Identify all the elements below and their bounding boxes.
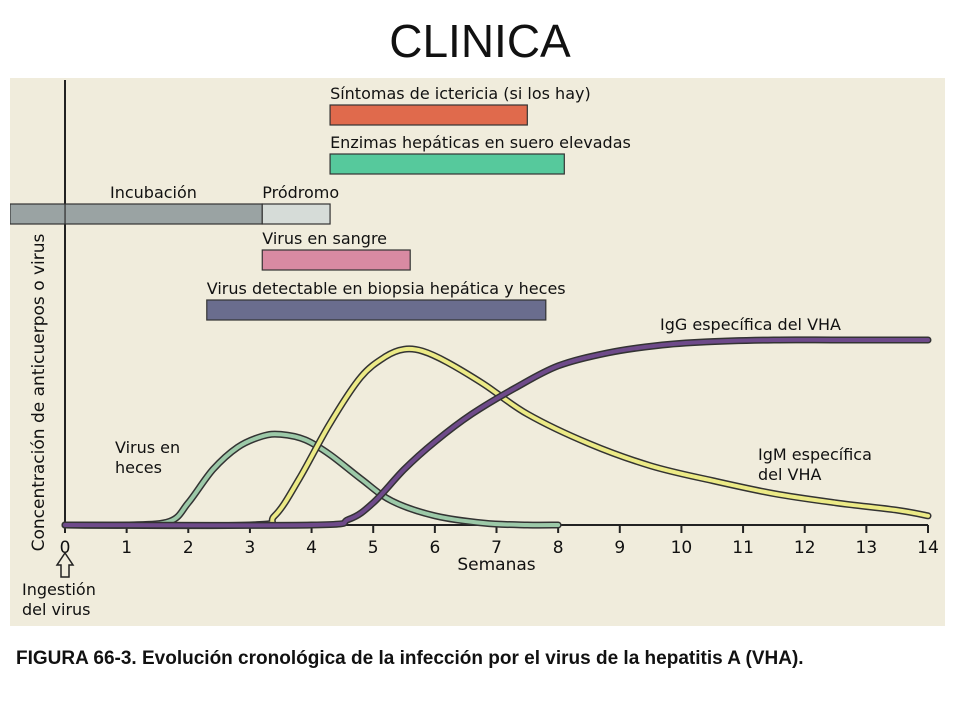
x-tick-label: 1 xyxy=(121,538,132,558)
x-tick-label: 6 xyxy=(429,538,440,558)
period-label: Virus detectable en biopsia hepática y h… xyxy=(207,279,566,298)
x-tick-label: 9 xyxy=(614,538,625,558)
label-igm: IgM específica del VHA xyxy=(758,445,872,484)
period-label: Incubación xyxy=(110,183,197,202)
period-bar xyxy=(10,203,66,225)
y-axis-label: Concentración de anticuerpos o virus xyxy=(29,233,49,551)
series-labels: Virus en heces IgM específica del VHA IgG es… xyxy=(115,315,872,484)
period-bar xyxy=(206,299,547,321)
period-bar xyxy=(261,249,411,271)
period-bar xyxy=(64,203,263,225)
x-tick-label: 10 xyxy=(671,538,693,558)
series-lines xyxy=(61,336,932,530)
x-tick-label: 7 xyxy=(491,538,502,558)
period-bar xyxy=(261,203,331,225)
origin-annotation: Ingestión del virus xyxy=(22,551,96,619)
x-tick-label: 4 xyxy=(306,538,317,558)
x-axis-label: Semanas xyxy=(457,555,535,575)
x-tick-label: 12 xyxy=(794,538,816,558)
period-label: Pródromo xyxy=(262,183,339,202)
period-bars: Síntomas de ictericia (si los hay) Enzima… xyxy=(10,84,631,321)
series-line xyxy=(63,432,561,528)
x-ticks: 0 1 2 3 4 5 6 7 8 9 10 11 12 13 14 xyxy=(60,525,939,558)
origin-label: Ingestión del virus xyxy=(22,580,96,619)
x-tick-label: 5 xyxy=(368,538,379,558)
label-igg: IgG específica del VHA xyxy=(660,315,841,334)
x-tick-label: 8 xyxy=(553,538,564,558)
x-tick-label: 3 xyxy=(245,538,256,558)
series-line xyxy=(63,346,930,528)
x-tick-label: 14 xyxy=(917,538,939,558)
period-bar xyxy=(329,104,528,126)
period-label: Síntomas de ictericia (si los hay) xyxy=(330,84,591,103)
series-line xyxy=(63,337,930,528)
period-label: Virus en sangre xyxy=(262,229,387,248)
x-tick-label: 13 xyxy=(856,538,878,558)
figure-caption: FIGURA 66-3. Evolución cronológica de la… xyxy=(16,648,804,669)
up-arrow-icon xyxy=(55,551,75,578)
period-label: Enzimas hepáticas en suero elevadas xyxy=(330,133,631,152)
slide-title: CLINICA xyxy=(389,15,571,67)
hepatitis-a-timeline-chart: Concentración de anticuerpos o virus Sem… xyxy=(10,80,939,619)
x-tick-label: 0 xyxy=(60,538,71,558)
x-tick-label: 2 xyxy=(183,538,194,558)
label-virus-heces: Virus en heces xyxy=(115,438,180,477)
period-bar xyxy=(329,153,565,175)
x-tick-label: 11 xyxy=(732,538,754,558)
